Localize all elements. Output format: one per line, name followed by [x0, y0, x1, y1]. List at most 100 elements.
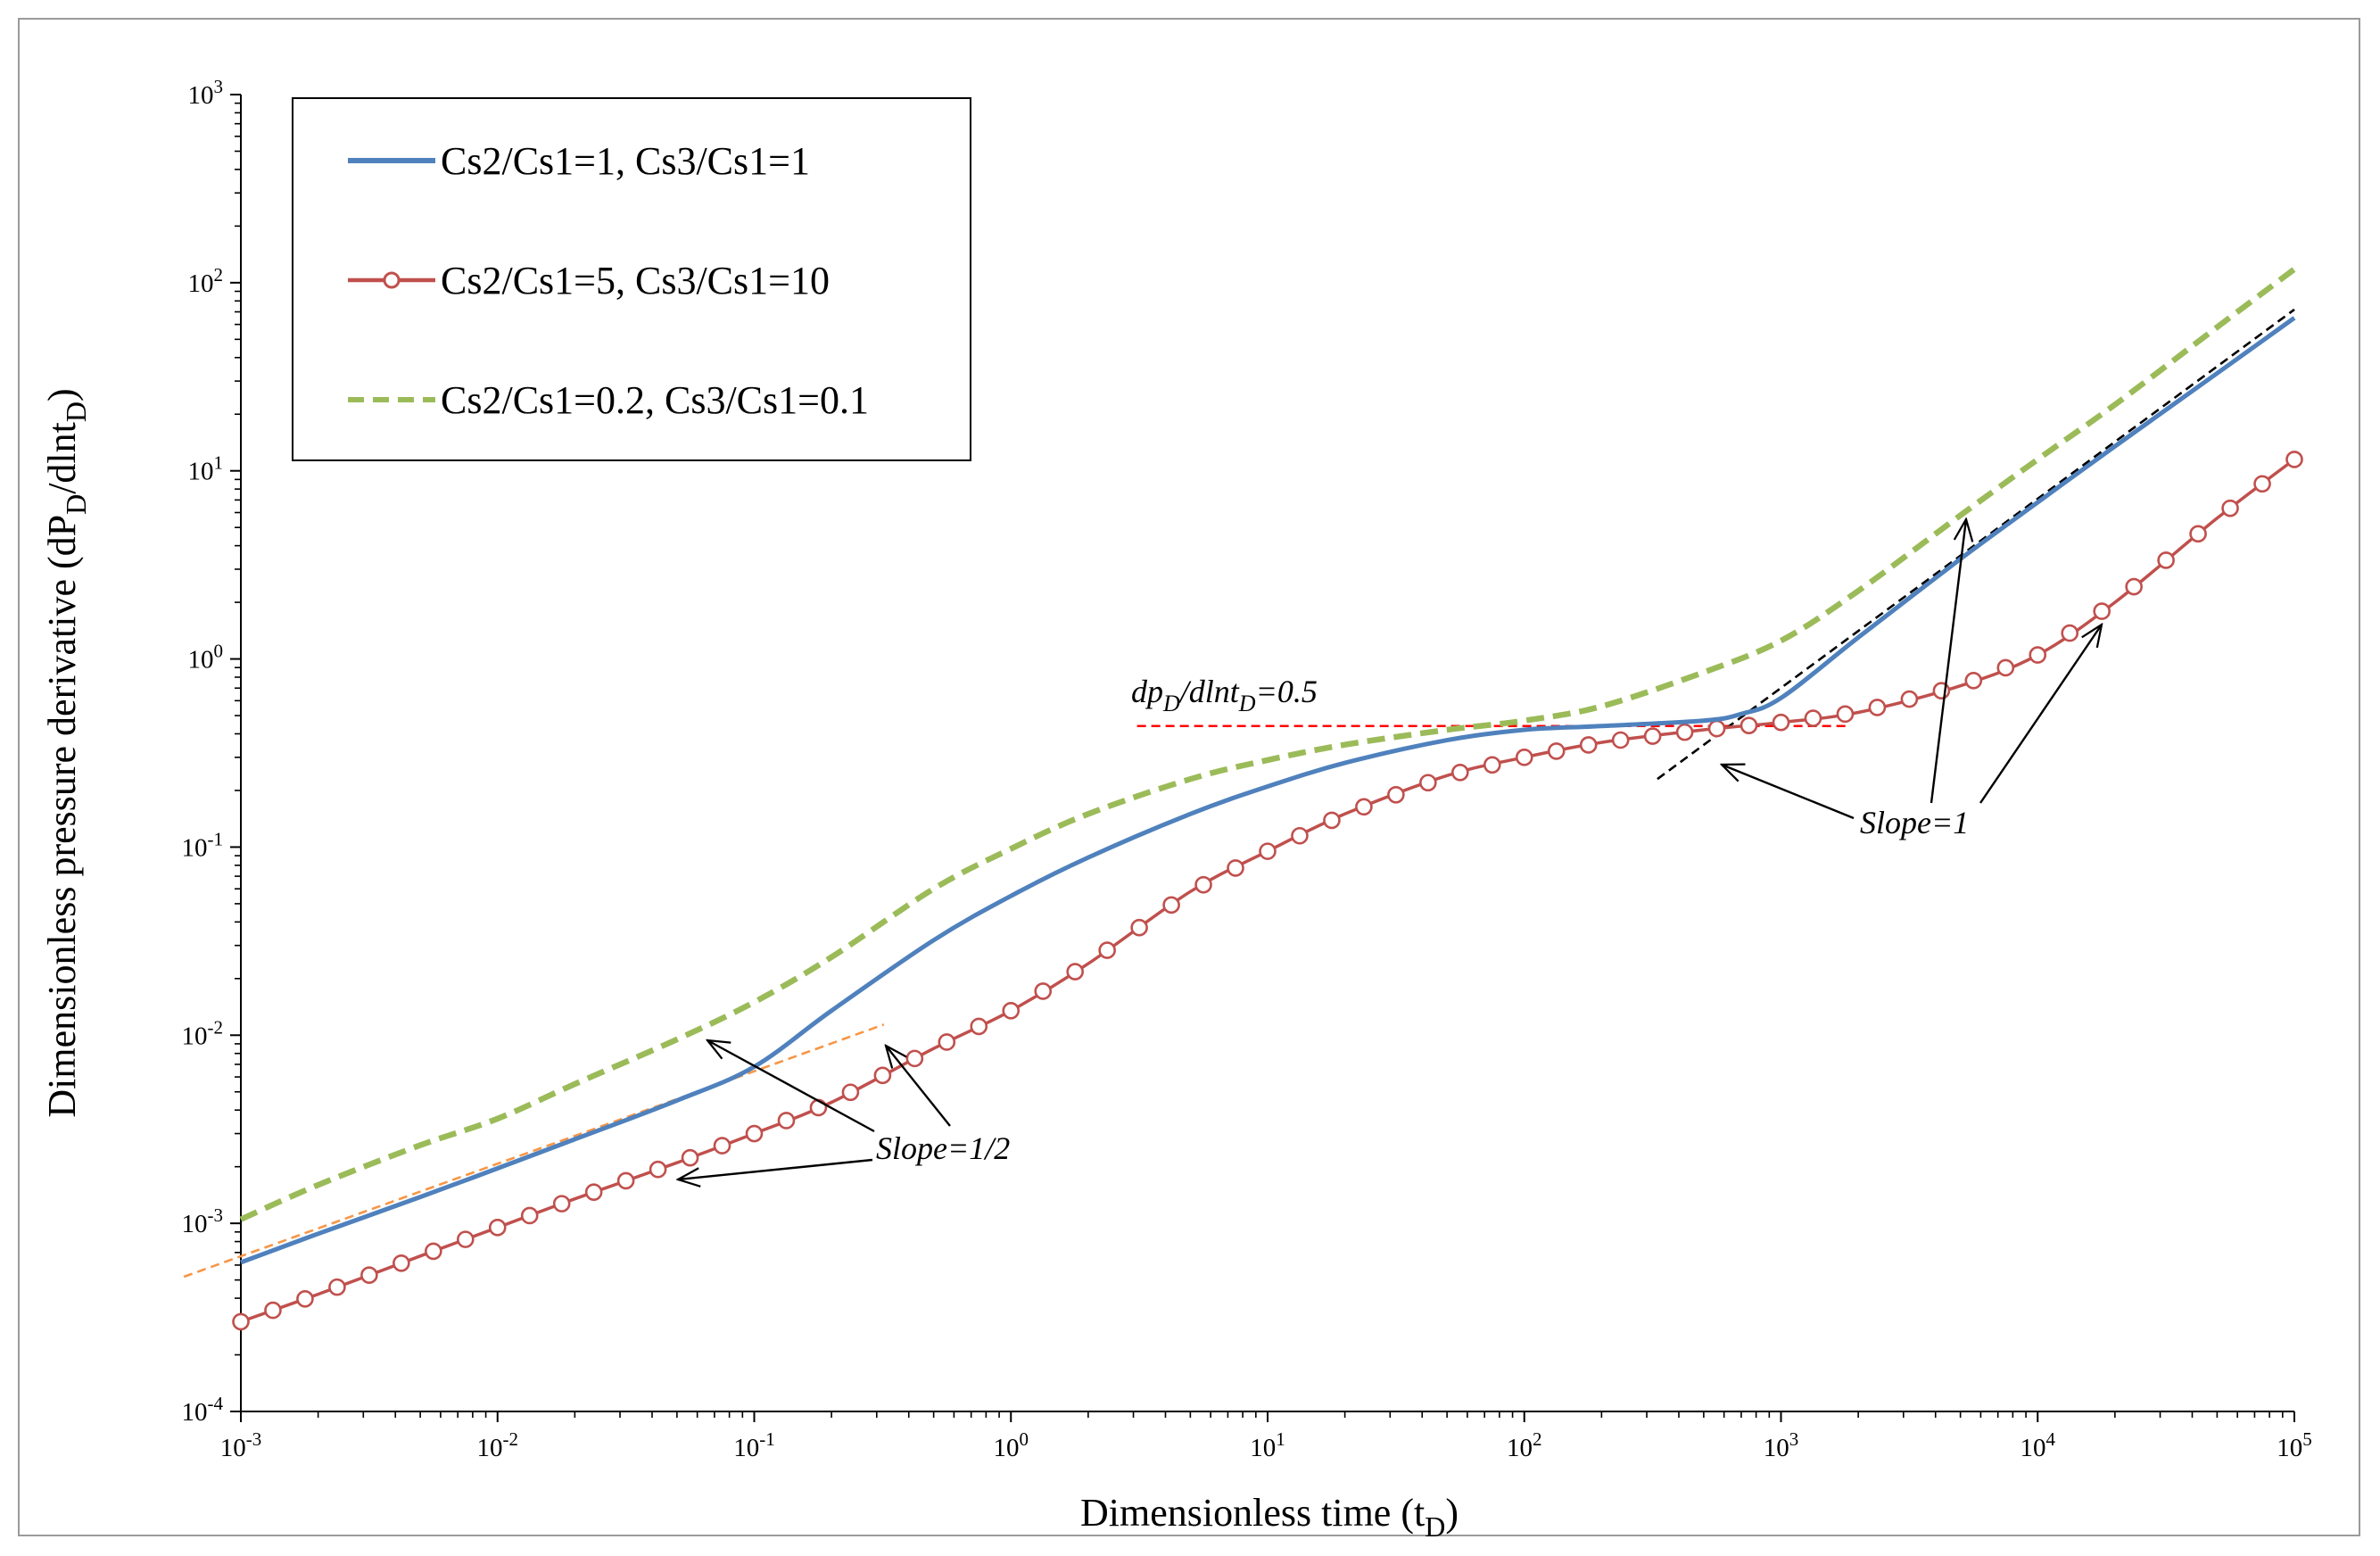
series-marker	[681, 1148, 699, 1167]
legend: Cs2/Cs1=1, Cs3/Cs1=1 Cs2/Cs1=5, Cs3/Cs1=…	[292, 97, 971, 461]
series-marker	[520, 1206, 539, 1225]
x-tick-label: 101	[1250, 1428, 1285, 1462]
series-marker	[649, 1160, 667, 1179]
arrow-slope-half-to-blue	[707, 1040, 875, 1133]
series-marker	[2029, 646, 2047, 664]
series-marker	[938, 1033, 956, 1051]
data-series	[232, 267, 2303, 1331]
series-marker	[2061, 624, 2079, 642]
series-marker	[2253, 475, 2271, 493]
series-marker	[1259, 842, 1277, 860]
legend-item-green: Cs2/Cs1=0.2, Cs3/Cs1=0.1	[348, 378, 869, 422]
series-marker	[1547, 742, 1566, 760]
series-line-1	[240, 458, 2296, 1324]
plateau-annotation: dpD/dlntD=0.5	[1131, 674, 1318, 716]
series-marker	[1483, 756, 1501, 774]
series-marker	[1419, 774, 1437, 792]
series-marker	[713, 1137, 731, 1155]
series-marker	[970, 1017, 988, 1036]
series-marker	[1098, 941, 1116, 959]
slope-half-line	[183, 1023, 885, 1279]
y-tick-label: 10-2	[182, 1016, 224, 1050]
series-marker	[1740, 716, 1758, 734]
series-marker	[2093, 602, 2111, 620]
y-tick-label: 103	[188, 76, 224, 110]
series-marker	[232, 1312, 250, 1331]
legend-label: Cs2/Cs1=1, Cs3/Cs1=1	[441, 139, 810, 183]
series-marker	[777, 1112, 796, 1130]
series-marker	[1900, 690, 1919, 708]
axes	[230, 94, 2295, 1422]
series-marker	[1804, 709, 1822, 727]
x-axis-title: Dimensionless time (tD)	[1080, 1491, 1459, 1543]
series-marker	[1162, 896, 1180, 915]
series-marker	[1643, 727, 1662, 745]
series-line-2	[239, 267, 2296, 1222]
x-tick-label: 103	[1764, 1428, 1799, 1462]
series-marker	[1387, 785, 1405, 804]
series-marker	[2221, 499, 2239, 517]
arrow-slope-one-to-blue	[1722, 765, 1855, 820]
series-marker	[905, 1049, 924, 1068]
series-marker	[488, 1219, 507, 1237]
y-axis-title: Dimensionless pressure derivative (dPD/d…	[40, 388, 92, 1117]
series-marker	[393, 1254, 410, 1272]
annotation-arrows	[678, 519, 2102, 1179]
series-marker	[2157, 551, 2175, 569]
figure-frame	[18, 18, 2360, 1536]
x-tick-label: 102	[1507, 1428, 1542, 1462]
x-tick-label: 10-3	[220, 1428, 262, 1462]
series-marker	[745, 1124, 764, 1143]
series-marker	[456, 1230, 475, 1248]
series-marker	[425, 1242, 442, 1261]
tick-labels: 10-3 10-2 10-1 100 101 102 103 104 10510-410-310…	[182, 76, 2312, 1462]
series-marker	[1707, 719, 1726, 738]
series-marker	[1579, 736, 1598, 754]
arrow-slope-half-to-red	[886, 1046, 951, 1127]
y-tick-label: 100	[188, 641, 224, 675]
legend-label: Cs2/Cs1=5, Cs3/Cs1=10	[441, 259, 830, 302]
series-marker	[552, 1195, 571, 1213]
y-tick-label: 10-1	[182, 828, 224, 862]
series-marker	[873, 1066, 892, 1085]
series-marker	[1194, 875, 1212, 894]
series-marker	[1964, 671, 1983, 690]
y-tick-label: 10-4	[182, 1393, 224, 1427]
x-tick-label: 104	[2021, 1428, 2056, 1462]
slope-one-line	[1657, 308, 2295, 781]
x-tick-label: 10-2	[477, 1428, 519, 1462]
series-marker	[1291, 826, 1309, 845]
y-tick-label: 10-3	[182, 1204, 224, 1238]
x-tick-label: 100	[994, 1428, 1029, 1462]
series-marker	[1002, 1002, 1021, 1020]
legend-item-blue: Cs2/Cs1=1, Cs3/Cs1=1	[348, 139, 810, 183]
x-tick-label: 105	[2277, 1428, 2312, 1462]
series-marker	[841, 1083, 860, 1102]
legend-label: Cs2/Cs1=0.2, Cs3/Cs1=0.1	[441, 378, 869, 422]
series-marker	[584, 1183, 603, 1201]
series-marker	[2285, 451, 2303, 468]
series-marker	[1130, 918, 1148, 937]
series-marker	[1323, 811, 1341, 830]
slope-one-annotation: Slope=1	[1860, 805, 1969, 840]
series-marker	[1996, 658, 2015, 677]
series-marker	[1868, 699, 1887, 716]
series-marker	[1034, 982, 1053, 1000]
series-marker	[1675, 723, 1694, 741]
arrow-slope-half-to-red-early	[678, 1158, 873, 1179]
series-marker	[1772, 713, 1790, 732]
series-marker	[296, 1290, 314, 1308]
x-tick-label: 10-1	[733, 1428, 775, 1462]
series-marker	[1227, 859, 1244, 877]
series-marker	[1451, 763, 1469, 782]
series-marker	[1611, 731, 1630, 749]
arrow-slope-one-to-red	[1979, 625, 2102, 804]
series-marker	[328, 1278, 346, 1296]
series-marker	[360, 1266, 378, 1284]
y-tick-label: 101	[188, 452, 224, 486]
series-marker	[1515, 749, 1533, 766]
series-marker	[2189, 525, 2207, 543]
y-tick-label: 102	[188, 264, 224, 298]
slope-half-annotation: Slope=1/2	[876, 1130, 1010, 1166]
